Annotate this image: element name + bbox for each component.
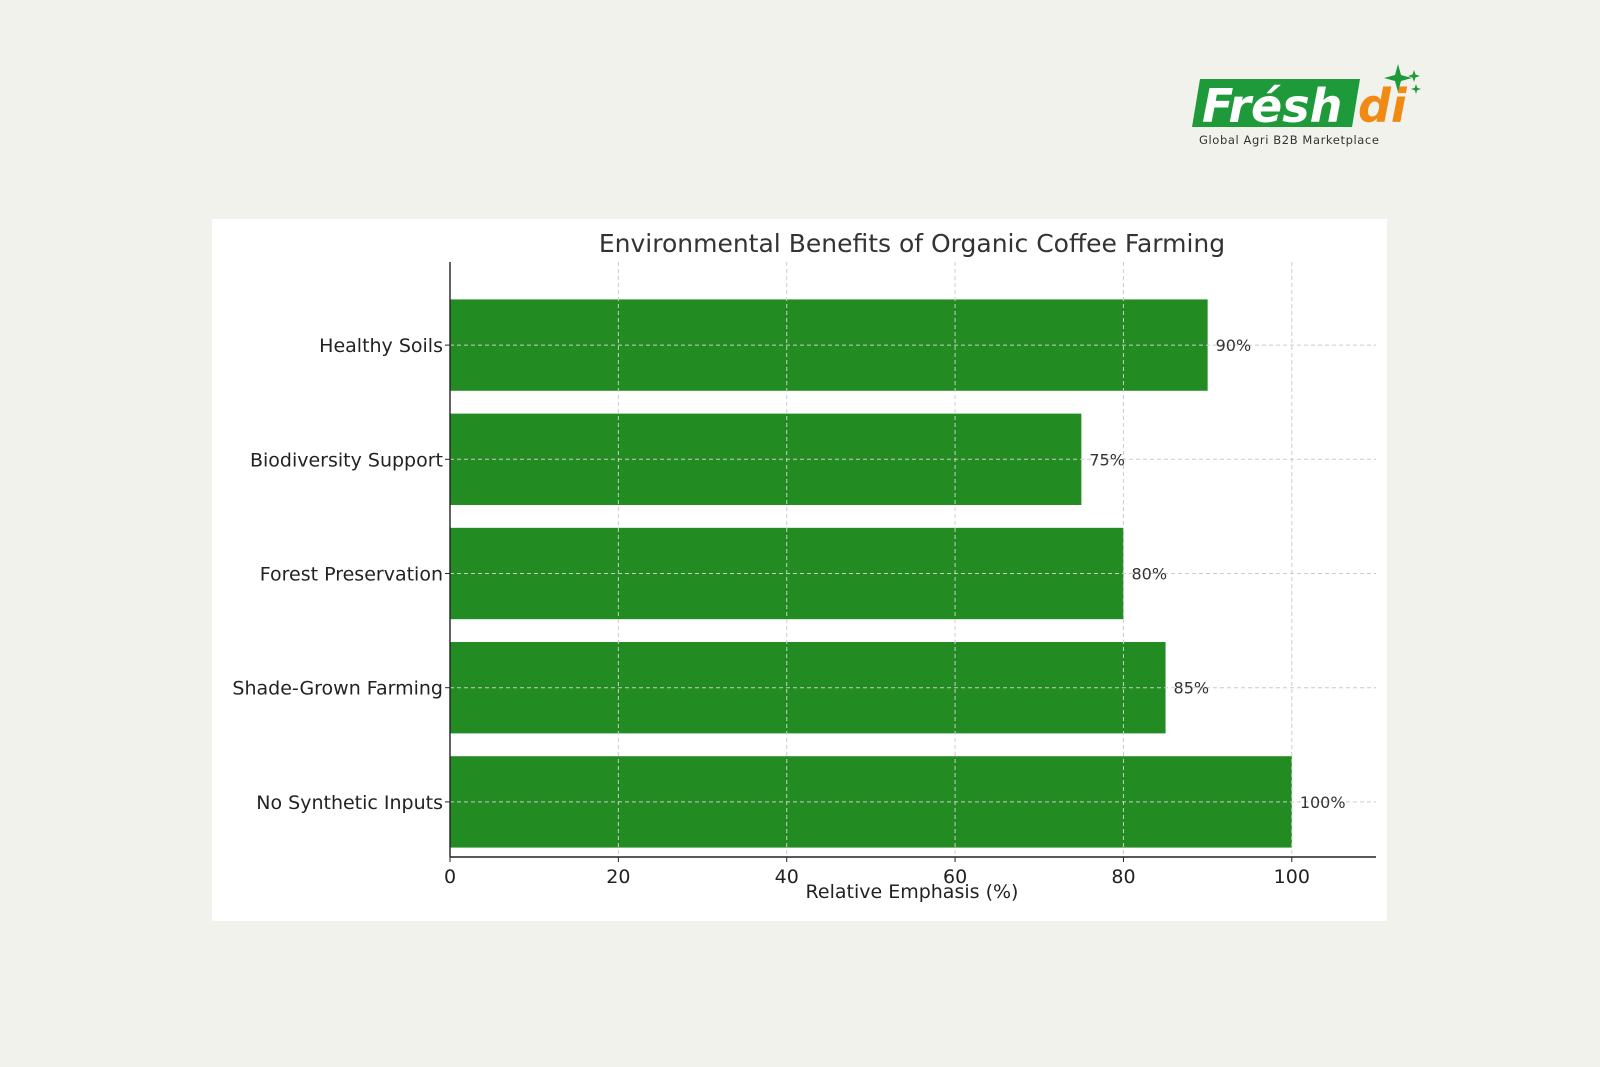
freshdi-logo-mark: Frésh di	[1192, 64, 1421, 133]
y-tick-label: Biodiversity Support	[250, 449, 443, 471]
bar-chart: Environmental Benefits of Organic Coffee…	[232, 229, 1376, 903]
data-label: 90%	[1216, 336, 1252, 355]
y-tick-label: Shade-Grown Farming	[232, 678, 443, 700]
x-axis-label: Relative Emphasis (%)	[806, 881, 1019, 903]
data-label: 85%	[1174, 679, 1210, 698]
sparkle-large-icon	[1384, 64, 1412, 92]
y-tick-label: Healthy Soils	[319, 335, 443, 357]
data-label: 80%	[1131, 565, 1167, 584]
freshdi-logo: Frésh di Global Agri B2B Marketplace	[1190, 62, 1430, 162]
x-tick-label: 20	[606, 866, 630, 888]
x-tick-label: 0	[444, 866, 456, 888]
x-axis-ticks: 0 20 40 60 80 100	[444, 857, 1310, 888]
x-tick-label: 60	[943, 866, 967, 888]
x-tick-label: 40	[775, 866, 799, 888]
chart-title: Environmental Benefits of Organic Coffee…	[599, 229, 1225, 258]
y-tick-label: No Synthetic Inputs	[256, 792, 443, 814]
chart-card: Environmental Benefits of Organic Coffee…	[212, 219, 1387, 921]
x-tick-label: 100	[1274, 866, 1310, 888]
chart-axes	[445, 262, 1376, 858]
y-axis-tick-labels: Healthy Soils Biodiversity Support Forest …	[232, 335, 443, 814]
sparkle-small-icon	[1408, 70, 1420, 82]
logo-tagline: Global Agri B2B Marketplace	[1199, 133, 1380, 147]
y-tick-label: Forest Preservation	[260, 564, 443, 586]
data-label: 100%	[1300, 793, 1346, 812]
data-labels: 90% 75% 80% 85% 100%	[1089, 336, 1345, 812]
x-tick-label: 80	[1111, 866, 1135, 888]
chart-grid	[450, 262, 1376, 857]
sparkle-tiny-icon	[1411, 84, 1421, 94]
logo-green-banner	[1192, 79, 1360, 127]
logo-brand-main: Frésh	[1202, 79, 1342, 132]
data-label: 75%	[1089, 450, 1125, 469]
logo-brand-accent: di	[1358, 79, 1408, 132]
